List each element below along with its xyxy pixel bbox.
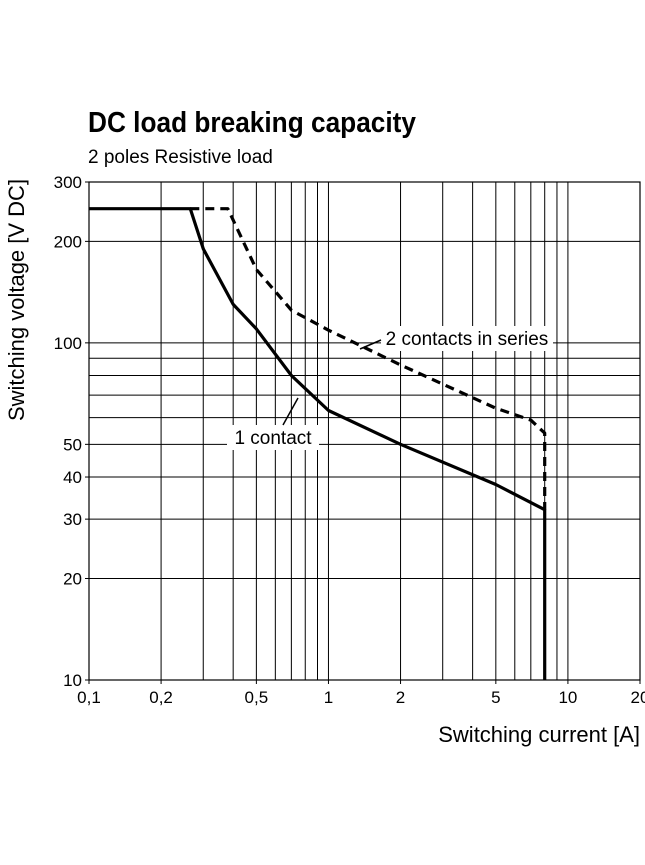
grid: 0,1 0,2 0,5 1 2 5 10 20 10 20 30 40 50 100 200 300 [54,173,645,707]
y-tick-label: 10 [63,671,82,690]
y-tick-label: 20 [63,570,82,589]
chart-title: DC load breaking capacity [88,107,416,139]
x-tick-label: 0,2 [149,688,173,707]
y-tick-label: 40 [63,468,82,487]
y-tick-label: 30 [63,510,82,529]
series-line [89,207,547,680]
chart-subtitle: 2 poles Resistive load [88,147,273,168]
annotation-leader [359,339,382,350]
annotation: 2 contacts in series [386,329,549,350]
annotation-background [381,326,553,351]
x-tick-label: 10 [558,688,577,707]
annotation: 1 contact [234,428,312,449]
x-tick-label: 2 [396,688,405,707]
plot: 1 contact 2 contacts in series [89,207,553,680]
plot-frame [88,181,641,681]
x-tick-label: 1 [324,688,333,707]
x-tick-label: 0,5 [245,688,269,707]
annotation-leader [282,397,299,426]
y-axis-label: Switching voltage [V DC] [4,179,29,421]
y-tick-label: 200 [54,232,82,251]
x-tick-label: 0,1 [77,688,101,707]
x-tick-label: 20 [631,688,645,707]
y-tick-label: 300 [54,173,82,192]
annotation-background [227,425,319,450]
x-tick-label: 5 [491,688,500,707]
y-tick-label: 50 [63,435,82,454]
x-axis-label: Switching current [A] [438,722,640,747]
y-tick-label: 100 [54,334,82,353]
